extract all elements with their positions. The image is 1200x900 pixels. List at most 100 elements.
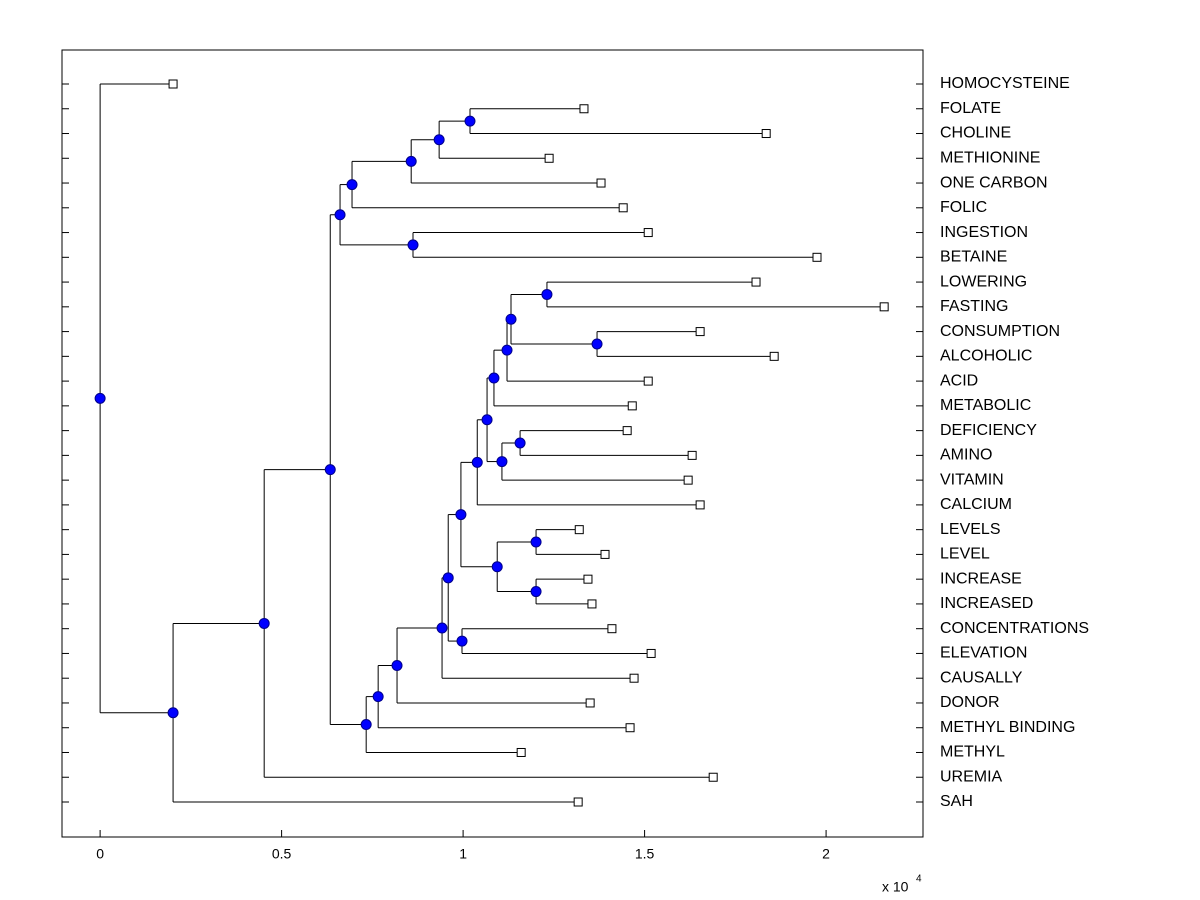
node-marker (505, 313, 517, 325)
node-marker (372, 691, 384, 703)
leaf-marker (687, 450, 697, 460)
node-marker (496, 456, 508, 468)
node-marker (456, 635, 468, 647)
node-marker (258, 617, 270, 629)
leaf-marker (579, 104, 589, 114)
leaf-label: CONCENTRATIONS (940, 620, 1089, 637)
leaf-label: CAUSALLY (940, 669, 1023, 686)
node-marker (541, 288, 553, 300)
leaf-label: CALCIUM (940, 496, 1012, 513)
leaf-marker (625, 723, 635, 733)
leaf-marker (695, 500, 705, 510)
leaf-marker (683, 475, 693, 485)
leaf-marker (812, 252, 822, 262)
leaf-marker (596, 178, 606, 188)
leaf-label: DEFICIENCY (940, 422, 1037, 439)
leaf-label: METHIONINE (940, 149, 1040, 166)
leaf-label: METHYL (940, 744, 1005, 761)
leaf-marker (622, 426, 632, 436)
x-scale-exponent: 4 (916, 874, 922, 885)
node-marker (481, 414, 493, 426)
leaf-label: ONE CARBON (940, 174, 1048, 191)
leaf-marker (544, 153, 554, 163)
node-marker (407, 239, 419, 251)
leaf-label: UREMIA (940, 768, 1003, 785)
leaf-label: ELEVATION (940, 645, 1027, 662)
leaf-marker (695, 327, 705, 337)
leaf-marker (646, 648, 656, 658)
node-marker (591, 338, 603, 350)
leaf-marker (769, 351, 779, 361)
leaf-label: SAH (940, 793, 973, 810)
leaf-marker (583, 574, 593, 584)
x-tick-label: 1 (459, 846, 467, 862)
leaf-label: FOLIC (940, 199, 987, 216)
leaf-label: LOWERING (940, 273, 1027, 290)
leaf-marker (607, 624, 617, 634)
x-scale-label: x 10 (882, 879, 909, 895)
leaf-label: FASTING (940, 298, 1008, 315)
node-marker (94, 392, 106, 404)
node-marker (471, 456, 483, 468)
leaf-label: FOLATE (940, 100, 1001, 117)
leaf-label: LEVELS (940, 521, 1000, 538)
node-marker (514, 437, 526, 449)
leaf-marker (629, 673, 639, 683)
plot-frame (61, 49, 924, 838)
leaf-label: HOMOCYSTEINE (940, 75, 1070, 92)
node-marker (488, 372, 500, 384)
leaf-marker (761, 129, 771, 139)
leaf-marker (516, 747, 526, 757)
leaf-marker (627, 401, 637, 411)
markers (94, 79, 889, 807)
x-tick-label: 1.5 (635, 846, 655, 862)
leaf-label: INGESTION (940, 224, 1028, 241)
leaf-label: VITAMIN (940, 471, 1004, 488)
leaf-label: AMINO (940, 447, 992, 464)
leaf-marker (573, 797, 583, 807)
node-marker (501, 344, 513, 356)
x-tick-label: 0.5 (272, 846, 292, 862)
node-marker (391, 659, 403, 671)
leaf-marker (618, 203, 628, 213)
leaf-label: METHYL BINDING (940, 719, 1075, 736)
leaf-marker (587, 599, 597, 609)
node-marker (455, 509, 467, 521)
leaf-marker (708, 772, 718, 782)
leaf-label: INCREASED (940, 595, 1033, 612)
node-marker (436, 622, 448, 634)
leaf-label: INCREASE (940, 570, 1022, 587)
leaf-marker (574, 525, 584, 535)
node-marker (530, 536, 542, 548)
leaf-label: CONSUMPTION (940, 323, 1060, 340)
node-marker (167, 707, 179, 719)
node-marker (491, 561, 503, 573)
leaf-marker (879, 302, 889, 312)
node-marker (324, 464, 336, 476)
node-marker (360, 719, 372, 731)
leaf-label: BETAINE (940, 249, 1007, 266)
leaf-marker (168, 79, 178, 89)
leaf-label: DONOR (940, 694, 1000, 711)
branches (99, 83, 885, 803)
leaf-marker (585, 698, 595, 708)
leaf-label: LEVEL (940, 546, 990, 563)
leaf-marker (751, 277, 761, 287)
leaf-label: ALCOHOLIC (940, 348, 1032, 365)
x-tick-label: 0 (96, 846, 104, 862)
node-marker (442, 572, 454, 584)
node-marker (464, 115, 476, 127)
leaf-label: CHOLINE (940, 125, 1011, 142)
leaf-marker (643, 228, 653, 238)
node-marker (530, 586, 542, 598)
node-marker (334, 209, 346, 221)
leaf-marker (600, 549, 610, 559)
x-tick-label: 2 (822, 846, 830, 862)
leaf-label: METABOLIC (940, 397, 1031, 414)
node-marker (346, 179, 358, 191)
node-marker (433, 134, 445, 146)
leaf-marker (643, 376, 653, 386)
node-marker (405, 155, 417, 167)
leaf-label: ACID (940, 372, 978, 389)
